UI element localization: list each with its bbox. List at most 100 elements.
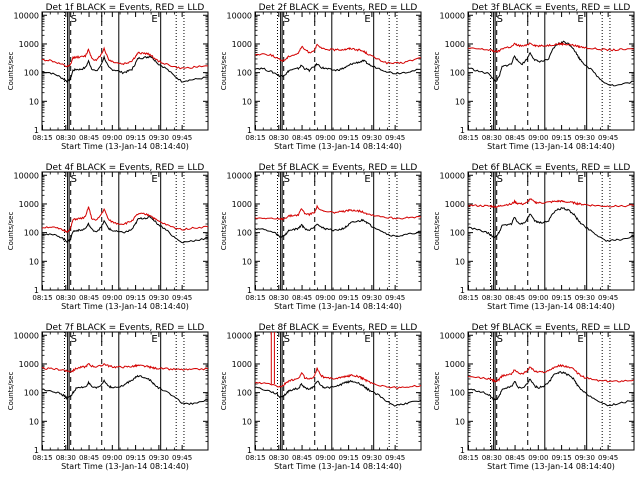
x-tick-label: 08:45 [292, 134, 312, 142]
chart-panel-7: Det 7f BLACK = Events, RED = LLD 1 10 100 10… [7, 323, 209, 471]
interval-marker: S [497, 14, 503, 25]
x-tick-label: 09:00 [102, 294, 122, 302]
x-tick-label: 08:15 [245, 294, 265, 302]
y-tick-label: 10000 [227, 171, 252, 180]
y-tick-label: 1 [247, 126, 252, 135]
x-tick-label: 08:15 [32, 294, 52, 302]
x-tick-label: 08:30 [269, 134, 289, 142]
y-tick-label: 100 [24, 69, 39, 78]
y-tick-label: 10000 [440, 11, 465, 20]
series-lld-line [42, 363, 208, 373]
x-tick-label: 09:30 [149, 294, 169, 302]
interval-marker: S [497, 334, 503, 345]
interval-marker: E [151, 334, 157, 345]
series-lld-line [42, 206, 208, 233]
y-tick-label: 10000 [440, 331, 465, 340]
y-axis-label: Counts/sec [7, 372, 15, 411]
y-tick-label: 100 [24, 229, 39, 238]
x-tick-label: 09:15 [339, 134, 359, 142]
x-tick-label: 08:30 [482, 294, 502, 302]
x-tick-label: 08:15 [245, 134, 265, 142]
y-tick-label: 1 [247, 446, 252, 455]
y-tick-label: 10000 [14, 11, 39, 20]
x-tick-label: 09:45 [598, 134, 618, 142]
plot-frame [467, 11, 635, 131]
x-tick-label: 09:45 [172, 134, 192, 142]
y-tick-label: 100 [450, 229, 465, 238]
chart-panel-1: Det 1f BLACK = Events, RED = LLD 1 10 100 10… [7, 3, 209, 151]
x-tick-label: 09:00 [102, 134, 122, 142]
y-tick-label: 1000 [19, 200, 39, 209]
series-events-line [468, 40, 634, 87]
plot-frame [41, 171, 209, 291]
series-lld-line [468, 42, 634, 53]
x-tick-label: 08:45 [79, 294, 99, 302]
chart-panel-8: Det 8f BLACK = Events, RED = LLD 1 10 100 10… [220, 323, 422, 471]
x-tick-label: 08:45 [505, 454, 525, 462]
x-tick-label: 09:00 [528, 294, 548, 302]
x-tick-label: 09:30 [149, 454, 169, 462]
x-tick-label: 08:30 [269, 294, 289, 302]
x-tick-label: 09:30 [362, 134, 382, 142]
y-tick-label: 100 [237, 389, 252, 398]
series-lld-line [255, 43, 421, 65]
y-tick-label: 10000 [227, 11, 252, 20]
y-axis-label: Counts/sec [7, 52, 15, 91]
x-tick-label: 08:45 [505, 294, 525, 302]
series-events-line [468, 207, 634, 242]
y-tick-label: 10 [242, 97, 252, 106]
x-tick-label: 09:30 [575, 134, 595, 142]
x-tick-label: 09:15 [339, 454, 359, 462]
chart-title: Det 6f BLACK = Events, RED = LLD [472, 163, 631, 173]
x-tick-label: 09:45 [385, 454, 405, 462]
interval-marker: I [100, 14, 103, 25]
y-tick-label: 1000 [232, 200, 252, 209]
interval-marker: E [364, 334, 370, 345]
y-axis-label: Counts/sec [220, 212, 228, 251]
interval-marker: I [100, 174, 103, 185]
x-axis-label: Start Time (13-Jan-14 08:14:40) [61, 462, 189, 471]
y-tick-label: 1000 [19, 360, 39, 369]
y-tick-label: 100 [237, 229, 252, 238]
interval-marker: E [364, 14, 370, 25]
y-tick-label: 10 [455, 257, 465, 266]
y-tick-label: 10 [455, 97, 465, 106]
y-tick-label: 10 [29, 417, 39, 426]
chart-title: Det 4f BLACK = Events, RED = LLD [46, 163, 205, 173]
series-events-line [255, 59, 421, 78]
y-tick-label: 10 [242, 417, 252, 426]
y-tick-label: 100 [450, 69, 465, 78]
x-tick-label: 08:45 [292, 454, 312, 462]
plot-frame [41, 11, 209, 131]
x-tick-label: 09:30 [362, 294, 382, 302]
x-tick-label: 09:15 [126, 294, 146, 302]
y-tick-label: 100 [24, 389, 39, 398]
y-tick-label: 1000 [19, 40, 39, 49]
x-tick-label: 09:45 [598, 294, 618, 302]
series-events-line [42, 374, 208, 406]
x-tick-label: 09:00 [315, 294, 335, 302]
x-tick-label: 08:15 [245, 454, 265, 462]
interval-marker: I [526, 334, 529, 345]
x-tick-label: 09:30 [575, 294, 595, 302]
x-tick-label: 08:15 [32, 454, 52, 462]
x-tick-label: 09:45 [598, 454, 618, 462]
chart-panel-4: Det 4f BLACK = Events, RED = LLD 1 10 100 10… [7, 163, 209, 311]
x-tick-label: 08:45 [79, 134, 99, 142]
plot-frame [467, 331, 635, 451]
plot-frame [254, 171, 422, 291]
interval-marker: I [526, 14, 529, 25]
x-tick-label: 09:30 [575, 454, 595, 462]
y-tick-label: 1 [247, 286, 252, 295]
interval-marker: I [100, 334, 103, 345]
series-events-line [255, 379, 421, 407]
y-axis-label: Counts/sec [433, 52, 441, 91]
chart-panel-5: Det 5f BLACK = Events, RED = LLD 1 10 100 10… [220, 163, 422, 311]
y-tick-label: 1000 [445, 360, 465, 369]
interval-marker: I [313, 14, 316, 25]
y-tick-label: 10 [242, 257, 252, 266]
interval-marker: E [577, 334, 583, 345]
plot-frame [254, 11, 422, 131]
x-tick-label: 08:45 [505, 134, 525, 142]
